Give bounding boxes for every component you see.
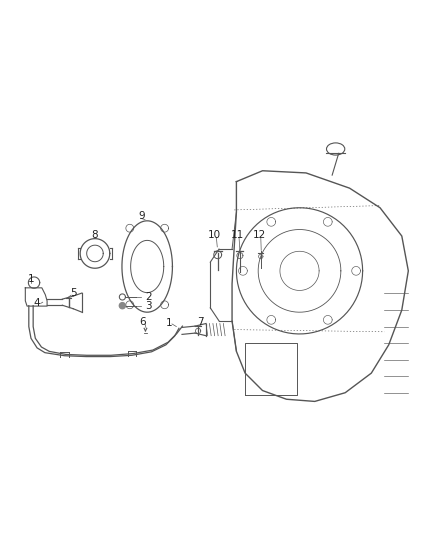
- Text: 10: 10: [208, 230, 221, 240]
- Text: 2: 2: [145, 292, 152, 302]
- Text: 11: 11: [231, 230, 244, 240]
- Text: 5: 5: [70, 288, 77, 298]
- Text: 6: 6: [140, 317, 146, 327]
- Text: 3: 3: [145, 301, 152, 311]
- Text: 12: 12: [253, 230, 267, 240]
- Circle shape: [119, 303, 125, 309]
- Text: 7: 7: [198, 317, 204, 327]
- Text: 8: 8: [92, 230, 98, 240]
- Text: 1: 1: [28, 273, 34, 284]
- Text: 4: 4: [34, 298, 40, 309]
- Text: 1: 1: [166, 318, 172, 328]
- Text: 9: 9: [138, 212, 145, 221]
